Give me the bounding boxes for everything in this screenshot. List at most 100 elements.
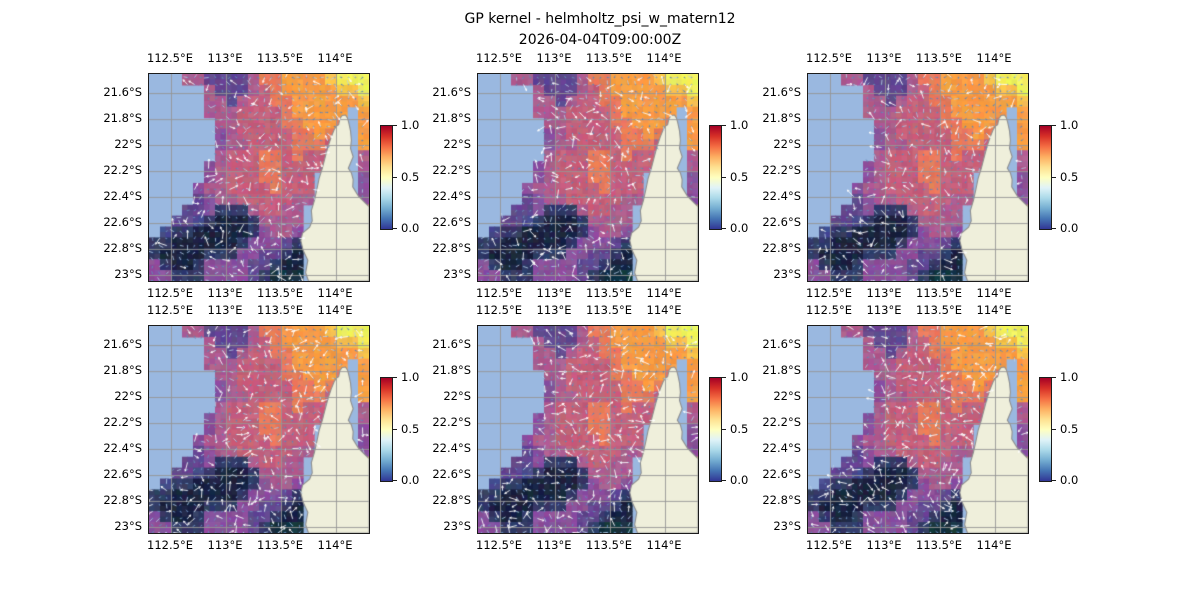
x-tick-label-bottom: 113°E (536, 538, 572, 552)
colorbar (380, 125, 393, 230)
x-tick-label-top: 113.5°E (586, 51, 632, 65)
colorbar-tick-mark (1052, 228, 1056, 229)
x-tick-label-top: 113°E (866, 303, 902, 317)
colorbar-tick-label: 1.0 (730, 118, 749, 132)
x-tick-label-bottom: 113°E (207, 286, 243, 300)
x-tick-label-bottom: 114°E (976, 286, 1012, 300)
y-tick-label: 22.2°S (432, 163, 471, 178)
y-tick-label: 22.4°S (432, 440, 471, 455)
x-tick-label-top: 113.5°E (257, 303, 303, 317)
colorbar-tick-mark (722, 176, 726, 178)
y-tick-label: 22.8°S (762, 240, 801, 255)
x-tick-label-bottom: 113°E (866, 538, 902, 552)
colorbar-tick-label: 0.0 (401, 221, 420, 235)
x-tick-label-top: 113°E (866, 51, 902, 65)
colorbar-tick-label: 1.0 (1060, 370, 1079, 384)
x-tick-label-top: 112.5°E (806, 303, 852, 317)
y-tick-label: 22.8°S (762, 492, 801, 507)
x-tick-label-top: 113°E (536, 303, 572, 317)
x-tick-label-bottom: 113°E (207, 538, 243, 552)
x-tick-label-top: 113.5°E (257, 51, 303, 65)
colorbar (1039, 377, 1052, 482)
colorbar-tick-mark (722, 228, 726, 229)
colorbar-tick-mark (1052, 428, 1056, 430)
y-tick-label: 22°S (773, 137, 801, 151)
x-tick-label-top: 113.5°E (586, 303, 632, 317)
y-tick-label: 23°S (773, 518, 801, 533)
colorbar-tick-mark (1052, 176, 1056, 178)
x-tick-label-bottom: 112.5°E (476, 538, 522, 552)
map-canvas (149, 326, 369, 533)
map-panel (477, 73, 699, 282)
y-tick-label: 22.6°S (762, 215, 801, 230)
x-tick-label-bottom: 112.5°E (147, 286, 193, 300)
colorbar-tick-mark (722, 428, 726, 430)
y-tick-label: 22°S (114, 137, 142, 151)
colorbar-tick-mark (393, 228, 397, 229)
y-tick-label: 22.2°S (762, 415, 801, 430)
x-tick-label-top: 114°E (976, 51, 1012, 65)
x-tick-label-bottom: 113.5°E (586, 538, 632, 552)
y-tick-label: 22°S (773, 389, 801, 403)
y-tick-label: 22°S (114, 389, 142, 403)
x-tick-label-bottom: 113.5°E (916, 538, 962, 552)
x-tick-label-bottom: 113.5°E (257, 538, 303, 552)
y-tick-label: 23°S (773, 266, 801, 281)
colorbar (380, 377, 393, 482)
colorbar-tick-label: 0.5 (401, 421, 420, 436)
colorbar-tick-label: 0.5 (401, 169, 420, 184)
colorbar-tick-mark (1052, 480, 1056, 481)
colorbar-tick-label: 0.0 (1060, 221, 1079, 235)
colorbar (709, 125, 722, 230)
x-tick-label-bottom: 113.5°E (586, 286, 632, 300)
y-tick-label: 22.8°S (432, 492, 471, 507)
map-panel (148, 73, 370, 282)
colorbar-tick-label: 1.0 (401, 370, 420, 384)
y-tick-label: 21.8°S (432, 363, 471, 378)
colorbar (709, 377, 722, 482)
colorbar-tick-label: 0.5 (1060, 421, 1079, 436)
y-tick-label: 22.6°S (762, 467, 801, 482)
colorbar-tick-label: 1.0 (1060, 118, 1079, 132)
y-tick-label: 21.6°S (432, 85, 471, 100)
x-tick-label-top: 114°E (646, 51, 682, 65)
y-tick-label: 21.8°S (762, 363, 801, 378)
x-tick-label-top: 112.5°E (476, 303, 522, 317)
map-panel (807, 73, 1029, 282)
colorbar-tick-mark (393, 428, 397, 430)
colorbar-tick-label: 0.5 (1060, 169, 1079, 184)
x-tick-label-bottom: 112.5°E (476, 286, 522, 300)
y-tick-label: 21.6°S (762, 337, 801, 352)
y-tick-label: 22.6°S (432, 467, 471, 482)
colorbar-tick-mark (722, 125, 726, 126)
y-tick-label: 22.4°S (103, 188, 142, 203)
colorbar-tick-label: 0.5 (730, 169, 749, 184)
x-tick-label-bottom: 112.5°E (806, 286, 852, 300)
colorbar-tick-mark (393, 377, 397, 378)
x-tick-label-top: 113.5°E (916, 51, 962, 65)
y-tick-label: 23°S (114, 266, 142, 281)
x-tick-label-top: 112.5°E (147, 303, 193, 317)
x-tick-label-top: 113°E (536, 51, 572, 65)
colorbar-tick-label: 1.0 (401, 118, 420, 132)
y-tick-label: 22.2°S (432, 415, 471, 430)
y-tick-label: 21.6°S (762, 85, 801, 100)
colorbar-tick-mark (1052, 377, 1056, 378)
y-tick-label: 22.4°S (103, 440, 142, 455)
colorbar-tick-label: 0.0 (1060, 473, 1079, 487)
x-tick-label-top: 112.5°E (147, 51, 193, 65)
colorbar-tick-mark (722, 480, 726, 481)
colorbar-tick-mark (722, 377, 726, 378)
colorbar-tick-mark (393, 176, 397, 178)
y-tick-label: 22.6°S (103, 467, 142, 482)
colorbar-tick-label: 0.5 (730, 421, 749, 436)
x-tick-label-bottom: 112.5°E (147, 538, 193, 552)
colorbar-tick-mark (1052, 125, 1056, 126)
map-canvas (808, 74, 1028, 281)
y-tick-label: 22.2°S (103, 163, 142, 178)
y-tick-label: 22.8°S (103, 240, 142, 255)
x-tick-label-bottom: 113.5°E (916, 286, 962, 300)
x-tick-label-top: 112.5°E (476, 51, 522, 65)
y-tick-label: 22.2°S (103, 415, 142, 430)
y-tick-label: 22.8°S (432, 240, 471, 255)
